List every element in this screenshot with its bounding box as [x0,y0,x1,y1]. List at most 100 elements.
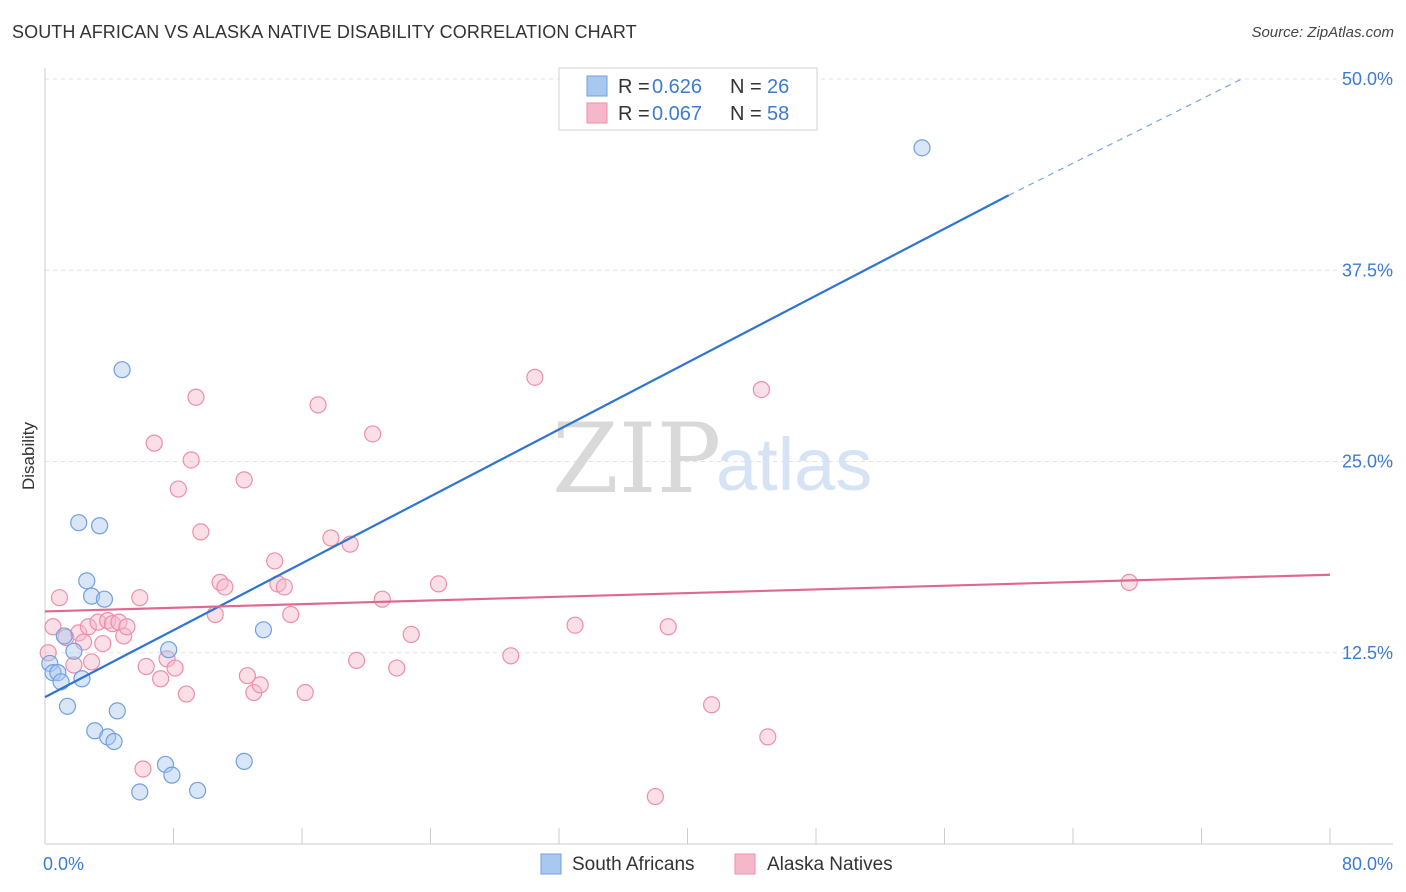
south-africans-points [41,139,931,801]
alaska-natives-point-15 [118,618,136,636]
alaska-natives-point-5 [70,624,88,642]
alaska-natives-point-50 [526,368,544,386]
tick-labels: 12.5% 25.0% 37.5% 50.0% 0.0% 80.0% [43,69,1393,874]
alaska-natives-point-14 [115,627,133,645]
alaska-natives-point-20 [152,670,170,688]
y-axis-label: Disability [19,421,38,490]
alaska-natives-point-48 [429,575,448,593]
south-africans-point-6 [65,642,83,660]
alaska-natives-point-44 [364,425,382,443]
alaska-natives-point-31 [235,471,253,489]
alaska-natives-point-29 [211,573,229,591]
alaska-natives-point-43 [348,651,366,670]
series-legend-swatch-alaska-natives [734,853,756,875]
legend-swatch-blue [586,75,608,97]
south-africans-point-18 [131,783,149,801]
series-legend-swatch-south-africans [540,853,562,875]
alaska-natives-point-39 [296,683,314,702]
south-africans-point-19 [156,755,175,774]
chart-title: SOUTH AFRICAN VS ALASKA NATIVE DISABILIT… [12,22,637,42]
legend-swatch-pink [586,102,608,124]
alaska-natives-point-10 [94,634,112,653]
alaska-natives-point-12 [103,615,122,633]
alaska-natives-point-38 [282,605,300,624]
alaska-natives-points [39,368,1138,806]
south-africans-point-25 [913,139,931,157]
watermark: ZIP atlas [552,403,872,515]
south-africans-point-15 [105,732,123,751]
alaska-natives-point-40 [309,396,327,414]
alaska-natives-point-24 [177,685,195,703]
watermark-zip: ZIP [552,403,721,515]
south-africans-point-3 [52,673,70,691]
alaska-natives-point-46 [388,659,406,677]
alaska-natives-trend-line [44,573,1331,613]
south-africans-point-13 [95,590,114,608]
south-africans-point-7 [70,514,88,532]
alaska-natives-point-1 [44,618,62,636]
series-legend-label-south-africans: South Africans [572,854,695,875]
source-label: Source: ZipAtlas.com [1251,24,1394,41]
y-tick-label-0: 12.5% [1342,643,1393,663]
alaska-natives-point-37 [275,578,293,596]
south-africans-point-9 [78,572,96,590]
alaska-natives-point-27 [192,523,210,541]
y-tick-label-1: 25.0% [1342,452,1393,472]
series-legend-label-alaska-natives: Alaska Natives [767,854,893,875]
alaska-natives-point-30 [216,578,234,596]
alaska-natives-point-19 [145,434,163,452]
trend-lines [44,78,1331,699]
alaska-natives-point-35 [266,552,284,570]
alaska-natives-point-56 [759,728,777,746]
south-africans-point-24 [254,621,273,639]
alaska-natives-point-23 [169,480,187,498]
south-africans-point-5 [58,697,77,715]
series-legend: South Africans Alaska Natives [540,853,893,875]
alaska-natives-point-54 [702,696,721,714]
alaska-natives-point-49 [502,647,520,665]
alaska-natives-point-47 [402,625,420,643]
south-africans-point-4 [55,627,73,645]
alaska-natives-point-26 [187,388,205,406]
y-tick-label-3: 50.0% [1342,69,1393,89]
south-africans-point-21 [163,766,181,784]
alaska-natives-point-25 [182,451,200,469]
alaska-natives-point-57 [1120,573,1138,591]
alaska-natives-point-4 [65,656,83,674]
alaska-natives-point-0 [39,644,57,662]
x-tick-label-0: 0.0% [43,854,84,874]
legend-n-label-1: N = [730,76,762,98]
alaska-natives-point-41 [322,529,340,547]
grid-lines [45,78,1393,654]
y-tick-label-2: 37.5% [1342,260,1393,280]
alaska-natives-point-51 [566,616,584,634]
south-africans-point-12 [91,517,109,535]
alaska-natives-point-55 [752,380,770,399]
axes [44,68,1393,845]
x-tick-label-1: 80.0% [1342,854,1393,874]
legend-r-value-1: 0.626 [652,76,702,98]
alaska-natives-point-52 [646,787,664,806]
south-africans-point-22 [188,781,207,800]
alaska-natives-point-18 [137,657,155,676]
watermark-atlas: atlas [716,423,872,506]
legend-r-label-1: R = [618,76,650,98]
south-africans-point-10 [82,587,101,605]
south-africans-trend-extension [1008,78,1242,196]
south-africans-point-17 [113,361,131,379]
alaska-natives-point-34 [251,676,269,694]
alaska-natives-point-16 [131,589,149,607]
alaska-natives-point-2 [50,589,69,607]
legend-n-value-1: 26 [767,76,789,98]
south-africans-point-2 [49,664,67,682]
legend-r-label-2: R = [618,103,650,125]
south-africans-point-20 [160,641,178,659]
legend-n-label-2: N = [730,103,762,125]
alaska-natives-point-7 [79,618,97,636]
alaska-natives-point-22 [166,659,184,677]
alaska-natives-point-8 [82,653,101,671]
alaska-natives-point-45 [373,590,391,608]
south-africans-trend-line [44,194,1010,699]
alaska-natives-point-32 [238,667,256,685]
